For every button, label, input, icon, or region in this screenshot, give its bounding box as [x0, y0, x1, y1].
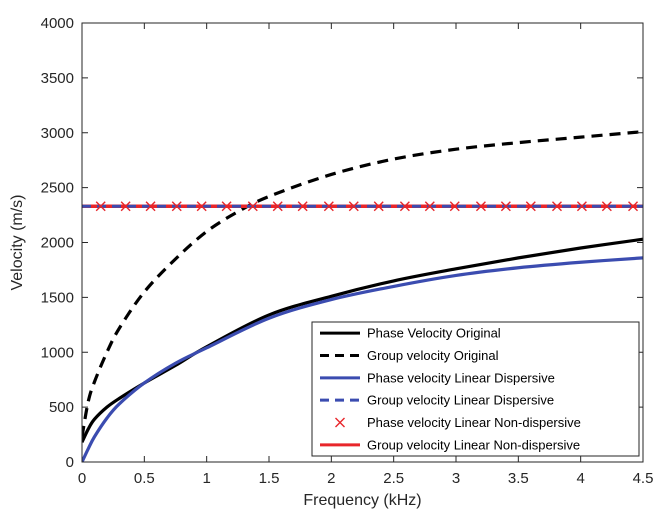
x-tick-label: 0 [78, 470, 86, 487]
series-5-markers [95, 201, 639, 212]
x-tick-label: 4 [576, 470, 584, 487]
series-5-marker [272, 201, 283, 212]
y-tick-label: 3500 [41, 70, 74, 87]
x-tick-label: 2.5 [383, 470, 404, 487]
y-tick-label: 500 [49, 399, 74, 416]
legend-label: Phase velocity Linear Dispersive [367, 370, 555, 385]
series-3-line [82, 256, 643, 462]
series-5-marker [145, 201, 156, 212]
legend-label: Group velocity Linear Non-dispersive [367, 437, 580, 452]
series-5-marker [196, 201, 207, 212]
y-tick-label: 3000 [41, 125, 74, 142]
x-tick-label: 0.5 [134, 470, 155, 487]
series-2-line [82, 130, 643, 438]
legend-swatch [335, 417, 345, 428]
legend-entry: Phase velocity Linear Dispersive [320, 370, 555, 385]
x-tick-label: 3.5 [508, 470, 529, 487]
x-tick-label: 1.5 [259, 470, 280, 487]
series-5-marker [551, 201, 562, 212]
series-5-marker [323, 201, 334, 212]
series-5-marker [576, 201, 587, 212]
legend-label: Phase velocity Linear Non-dispersive [367, 415, 581, 430]
series-5-marker [120, 201, 131, 212]
y-axis-label: Velocity (m/s) [9, 194, 26, 290]
series-5-marker [373, 201, 384, 212]
series-5-marker [171, 201, 182, 212]
legend-entry: Group velocity Original [320, 348, 499, 363]
legend-label: Group velocity Linear Dispersive [367, 393, 554, 408]
x-tick-label: 3 [452, 470, 460, 487]
y-tick-label: 0 [66, 454, 74, 471]
legend-label: Group velocity Original [367, 348, 499, 363]
y-tick-label: 1500 [41, 289, 74, 306]
series-5-marker [399, 201, 410, 212]
legend-entry: Phase velocity Linear Non-dispersive [335, 415, 581, 430]
legend-box [311, 321, 640, 457]
series-5-marker [601, 201, 612, 212]
legend-entry: Phase Velocity Original [320, 326, 501, 341]
legend-label: Phase Velocity Original [367, 326, 501, 341]
legend-entry: Group velocity Linear Non-dispersive [320, 437, 580, 452]
series-5-marker [525, 201, 536, 212]
series-5-marker [95, 201, 106, 212]
y-tick-label: 2000 [41, 235, 74, 252]
x-tick-label: 4.5 [633, 470, 654, 487]
x-axis-label: Frequency (kHz) [303, 492, 421, 509]
legend-entry: Group velocity Linear Dispersive [320, 393, 554, 408]
series-5-marker [500, 201, 511, 212]
series-5-marker [247, 201, 258, 212]
series-5-marker [628, 201, 639, 212]
y-tick-label: 1000 [41, 344, 74, 361]
x-tick-label: 1 [202, 470, 210, 487]
series-5-marker [424, 201, 435, 212]
series-5-marker [348, 201, 359, 212]
series-5-marker [475, 201, 486, 212]
y-tick-label: 4000 [41, 15, 74, 32]
series-5-marker [297, 201, 308, 212]
x-tick-label: 2 [327, 470, 335, 487]
y-tick-label: 2500 [41, 180, 74, 197]
axes-layer: 0 0.5 1 1.5 2 2.5 3 3.5 4 4.5 0 500 1000 1500 2000 2500… [41, 15, 654, 487]
series-5-marker [221, 201, 232, 212]
legend: Phase Velocity Original Group velocity Or… [311, 321, 640, 457]
series-5-marker [449, 201, 460, 212]
